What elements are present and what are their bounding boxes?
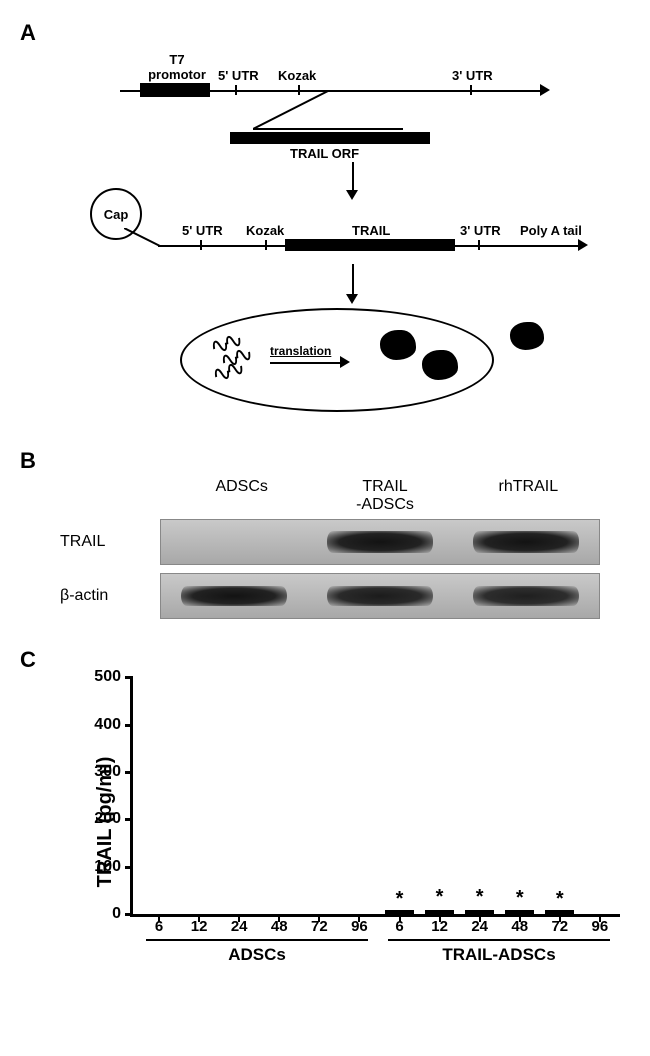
translation-text: translation	[270, 344, 331, 358]
blot-band	[181, 586, 286, 606]
chart-group-label: TRAIL-ADSCs	[378, 945, 620, 965]
chart-ytick-label: 400	[85, 716, 121, 734]
chart-plot: 61224487296*6*12*24*48*7296 010020030040…	[130, 677, 620, 917]
chart-ytick-label: 500	[85, 668, 121, 686]
chart-ytick-label: 100	[85, 858, 121, 876]
blot-lane	[453, 520, 599, 564]
blot-lane	[453, 574, 599, 618]
chart-significance-star: *	[516, 887, 524, 910]
chart-ytick-label: 200	[85, 810, 121, 828]
panel-a-diagram: T7 promotor 5' UTR Kozak 3' UTR TRAIL OR…	[60, 50, 620, 420]
blot-row: TRAIL	[60, 519, 600, 565]
blot-strip	[160, 519, 600, 565]
chart-significance-star: *	[556, 888, 564, 911]
chart-ytick-label: 0	[85, 905, 121, 923]
t7-label: T7 promotor	[142, 52, 212, 82]
blot-lane	[307, 574, 453, 618]
blot-strip	[160, 573, 600, 619]
blot-row-label: TRAIL	[60, 533, 160, 551]
c1-kozak: Kozak	[278, 68, 316, 83]
c1-5utr: 5' UTR	[218, 68, 259, 83]
chart-significance-star: *	[476, 886, 484, 909]
chart-ytick-label: 300	[85, 763, 121, 781]
blot-lane	[161, 520, 307, 564]
blot-row-label: β-actin	[60, 587, 160, 605]
chart-significance-star: *	[396, 888, 404, 911]
c2-kozak: Kozak	[246, 223, 284, 238]
chart-group-labels: ADSCsTRAIL-ADSCs	[136, 945, 620, 965]
panel-b-label: B	[20, 448, 630, 474]
blot-band	[473, 586, 578, 606]
c2-trail: TRAIL	[352, 223, 390, 238]
blot-band	[327, 531, 432, 553]
chart-group-label: ADSCs	[136, 945, 378, 965]
blot-col-label: TRAIL -ADSCs	[313, 478, 456, 513]
blot-col-label: rhTRAIL	[457, 478, 600, 513]
chart-significance-star: *	[436, 886, 444, 909]
panel-b: B ADSCsTRAIL -ADSCsrhTRAIL TRAIL β-actin	[20, 448, 630, 619]
blot-band	[327, 586, 432, 606]
insert-triangle	[253, 91, 403, 135]
blot-lane	[307, 520, 453, 564]
blot-row: β-actin	[60, 573, 600, 619]
blot-columns: ADSCsTRAIL -ADSCsrhTRAIL	[170, 478, 600, 513]
blot-col-label: ADSCs	[170, 478, 313, 513]
c1-3utr: 3' UTR	[452, 68, 493, 83]
c2-3utr: 3' UTR	[460, 223, 501, 238]
panel-c: C TRAIL (pg/ml) 61224487296*6*12*24*48*7…	[20, 647, 630, 967]
blot-band	[473, 531, 578, 553]
cap-text: Cap	[104, 207, 129, 222]
blot-rows: TRAIL β-actin	[60, 519, 600, 619]
c2-polya: Poly A tail	[520, 223, 582, 238]
c2-5utr: 5' UTR	[182, 223, 223, 238]
panel-a: A T7 promotor 5' UTR Kozak 3' UTR TRAIL …	[20, 20, 630, 420]
panel-a-label: A	[20, 20, 630, 46]
blot-lane	[161, 574, 307, 618]
trail-orf-label: TRAIL ORF	[290, 146, 359, 161]
